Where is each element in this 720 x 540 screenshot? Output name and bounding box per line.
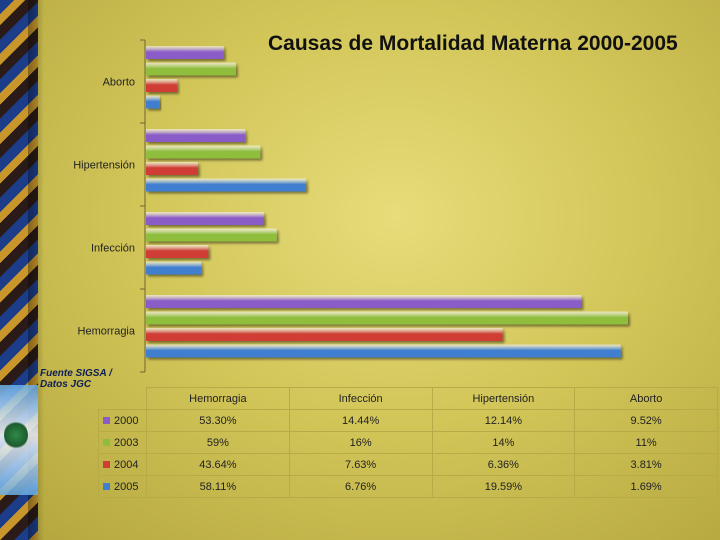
category-label: Aborto: [103, 77, 135, 89]
data-table-row: 2003 59% 16% 14% 11%: [98, 431, 718, 454]
data-label: 58.11%: [146, 475, 290, 498]
legend-swatch: [103, 461, 110, 469]
data-label: 19.59%: [431, 475, 576, 498]
legend-label: 2000: [114, 414, 139, 427]
legend-swatch: [103, 439, 110, 447]
legend-entry: 2005: [98, 475, 147, 498]
legend-entry: 2000: [98, 409, 147, 432]
legend-entry: 2004: [98, 453, 147, 476]
data-label: 3.81%: [574, 453, 718, 476]
data-table-row: 2004 43.64% 7.63% 6.36% 3.81%: [98, 453, 718, 476]
legend-swatch: [103, 483, 110, 491]
data-label: 43.64%: [146, 453, 290, 476]
data-table-header-cell: Aborto: [574, 387, 718, 410]
data-label: 14%: [431, 431, 576, 454]
data-label: 1.69%: [574, 475, 718, 498]
bar-2000-Infección: [146, 212, 264, 225]
legend-label: 2003: [114, 436, 139, 449]
bar-2003-Aborto: [146, 62, 236, 76]
bar-2004-Aborto: [146, 79, 178, 92]
chart-title: Causas de Mortalidad Materna 2000-2005: [268, 32, 678, 55]
data-table-corner: [99, 388, 147, 410]
data-table-header-row: Hemorragia Infección Hipertensión Aborto: [99, 387, 718, 410]
category-label: Hipertensión: [73, 160, 135, 172]
data-label: 6.36%: [431, 453, 576, 476]
data-table-row: 2005 58.11% 6.76% 19.59% 1.69%: [98, 475, 718, 498]
data-table-row: 2000 53.30% 14.44% 12.14% 9.52%: [98, 409, 718, 432]
bar-2005-Aborto: [146, 95, 160, 109]
data-label: 9.52%: [574, 409, 718, 432]
coat-of-arms-icon: [4, 420, 28, 450]
data-table: Hemorragia Infección Hipertensión Aborto…: [98, 387, 718, 498]
bar-2000-Hipertensión: [146, 129, 246, 142]
data-table-header-cell: Hemorragia: [146, 387, 290, 410]
data-table-header-cell: Hipertensión: [431, 387, 576, 410]
data-table-header-cell: Infección: [288, 387, 433, 410]
legend-label: 2005: [114, 480, 139, 493]
bar-2000-Hemorragia: [146, 295, 582, 308]
bar-2000-Aborto: [146, 46, 224, 59]
data-label: 11%: [574, 431, 718, 454]
bar-2003-Hipertensión: [146, 145, 261, 159]
bar-2003-Infección: [146, 228, 277, 242]
data-label: 14.44%: [288, 409, 433, 432]
bar-2004-Hemorragia: [146, 328, 503, 341]
category-label: Infección: [91, 243, 135, 255]
legend-entry: 2003: [98, 431, 147, 454]
legend-label: 2004: [114, 458, 139, 471]
bar-2003-Hemorragia: [146, 311, 628, 325]
legend-swatch: [103, 417, 110, 425]
bar-2005-Infección: [146, 261, 202, 275]
data-label: 12.14%: [431, 409, 576, 432]
bar-2004-Infección: [146, 245, 209, 258]
data-label: 7.63%: [288, 453, 433, 476]
bar-2005-Hemorragia: [146, 344, 621, 358]
data-label: 16%: [288, 431, 433, 454]
data-label: 59%: [146, 431, 290, 454]
bar-2004-Hipertensión: [146, 162, 198, 175]
data-label: 53.30%: [146, 409, 290, 432]
category-label: Hemorragia: [78, 326, 136, 338]
bar-2005-Hipertensión: [146, 178, 307, 192]
source-note: Fuente SIGSA / Datos JGC: [40, 368, 112, 390]
data-label: 6.76%: [288, 475, 433, 498]
